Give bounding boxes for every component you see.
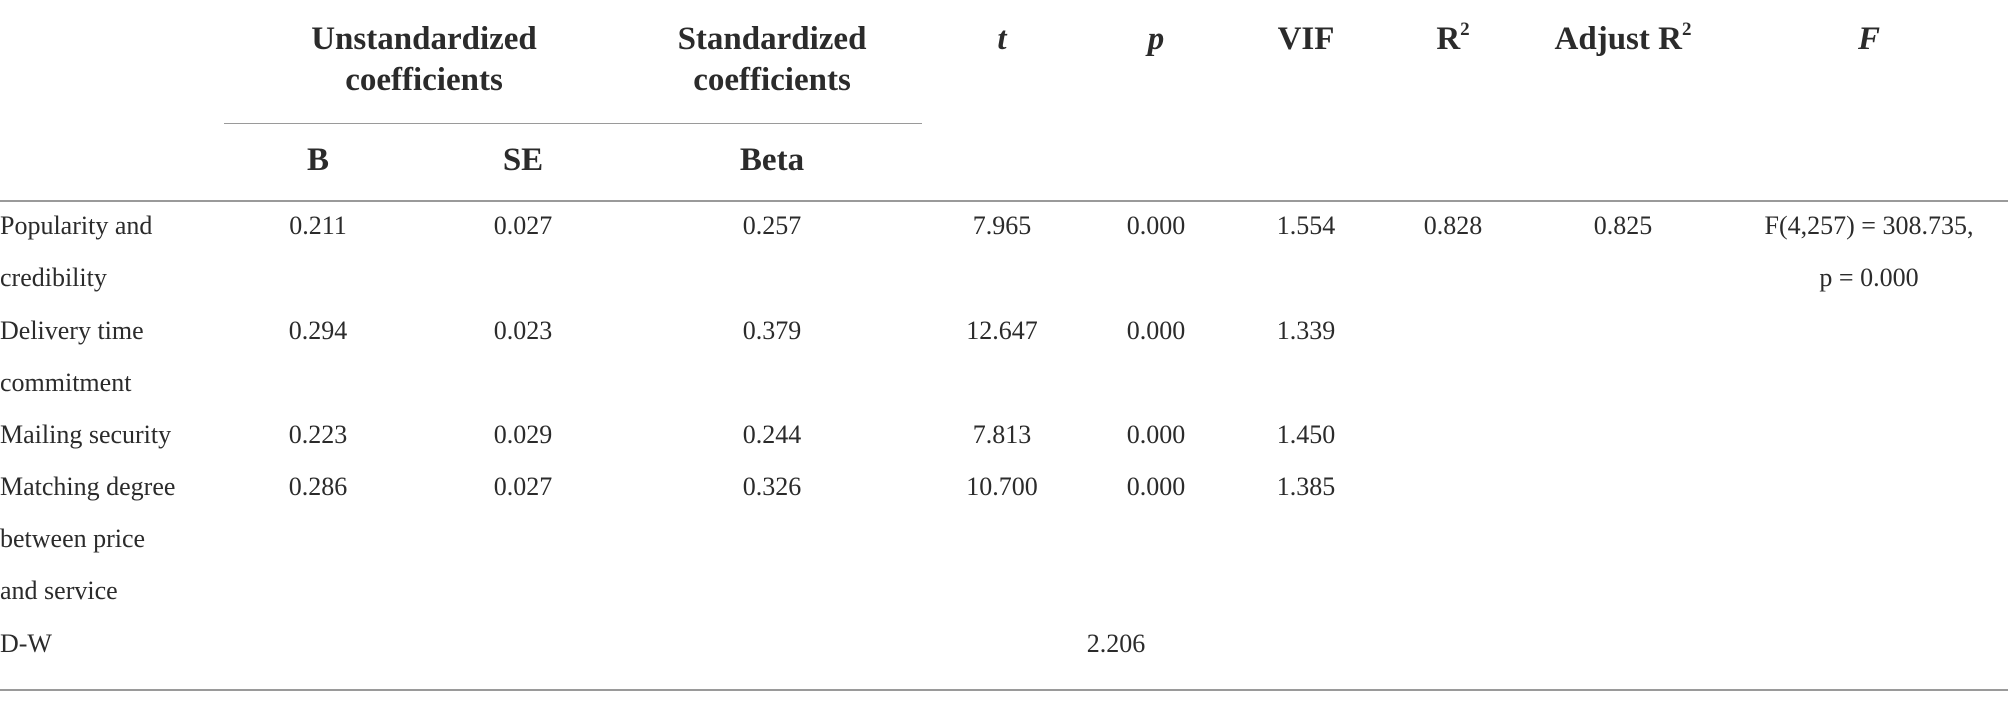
cell-t: 10.700 (966, 472, 1038, 501)
header-r-squared-sup: 2 (1460, 19, 1470, 40)
row-label-line: Delivery time (0, 316, 144, 345)
cell-vif: 1.339 (1276, 316, 1336, 345)
header-adjusted-r-squared: Adjust R2 (1523, 19, 1723, 60)
cell-se: 0.027 (493, 211, 553, 240)
header-standardized-coefficients: Standardized coefficients (622, 19, 922, 101)
row-label-line: Matching degree (0, 472, 176, 501)
header-adjusted-r-squared-base: Adjust R (1554, 21, 1682, 57)
row-label-line: credibility (0, 263, 107, 292)
cell-se: 0.029 (493, 420, 553, 449)
f-statistic-line: p = 0.000 (1819, 263, 1919, 292)
header-standardized-line1: Standardized (677, 21, 867, 57)
row-label-matching-degree: Matching degree between price and servic… (0, 461, 175, 617)
cell-vif: 1.554 (1276, 211, 1336, 240)
header-adjusted-r-squared-sup: 2 (1681, 19, 1692, 40)
cell-p: 0.000 (1126, 472, 1186, 501)
f-statistic-line: F(4,257) = 308.735, (1764, 211, 1974, 240)
header-beta: Beta (739, 142, 805, 178)
cell-beta: 0.379 (742, 316, 802, 345)
cell-t: 7.965 (972, 211, 1032, 240)
header-se: SE (502, 142, 544, 178)
header-r-squared: R2 (1393, 19, 1513, 60)
row-label-durbin-watson: D-W (0, 629, 52, 658)
table-bottom-rule (0, 689, 2008, 691)
header-bottom-rule (0, 200, 2008, 202)
cell-b: 0.223 (288, 420, 348, 449)
cell-vif: 1.450 (1276, 420, 1336, 449)
cell-se: 0.027 (493, 472, 553, 501)
cell-f-statistic: F(4,257) = 308.735, p = 0.000 (1739, 200, 1999, 304)
cell-beta: 0.257 (742, 211, 802, 240)
row-label-delivery-time-commitment: Delivery time commitment (0, 305, 144, 409)
row-label-line: Popularity and (0, 211, 153, 240)
header-unstandardized-line2: coefficients (345, 62, 503, 98)
header-f: F (1857, 21, 1880, 57)
row-label-mailing-security: Mailing security (0, 409, 171, 461)
header-r-squared-base: R (1436, 21, 1461, 57)
cell-b: 0.294 (288, 316, 348, 345)
row-label-line: and service (0, 576, 118, 605)
row-label-popularity-credibility: Popularity and credibility (0, 200, 152, 304)
header-t: t (997, 21, 1007, 57)
cell-t: 12.647 (966, 316, 1038, 345)
row-label-line: Mailing security (0, 420, 172, 449)
row-label-line: between price (0, 524, 146, 553)
cell-vif: 1.385 (1276, 472, 1336, 501)
header-standardized-line2: coefficients (693, 62, 851, 98)
cell-p: 0.000 (1126, 211, 1186, 240)
cell-p: 0.000 (1126, 420, 1186, 449)
header-unstandardized-line1: Unstandardized (311, 21, 537, 57)
header-b: B (306, 142, 329, 178)
cell-r-squared: 0.828 (1423, 211, 1483, 240)
coefficients-group-rule (224, 123, 922, 124)
cell-se: 0.023 (493, 316, 553, 345)
cell-p: 0.000 (1126, 316, 1186, 345)
cell-t: 7.813 (972, 420, 1032, 449)
header-p: p (1147, 21, 1165, 57)
cell-durbin-watson-value: 2.206 (1086, 629, 1146, 658)
cell-adjusted-r-squared: 0.825 (1593, 211, 1653, 240)
header-vif: VIF (1277, 21, 1335, 57)
row-label-line: commitment (0, 368, 132, 397)
cell-beta: 0.326 (742, 472, 802, 501)
cell-b: 0.286 (288, 472, 348, 501)
cell-b: 0.211 (289, 211, 347, 240)
cell-beta: 0.244 (742, 420, 802, 449)
header-unstandardized-coefficients: Unstandardized coefficients (224, 19, 624, 101)
